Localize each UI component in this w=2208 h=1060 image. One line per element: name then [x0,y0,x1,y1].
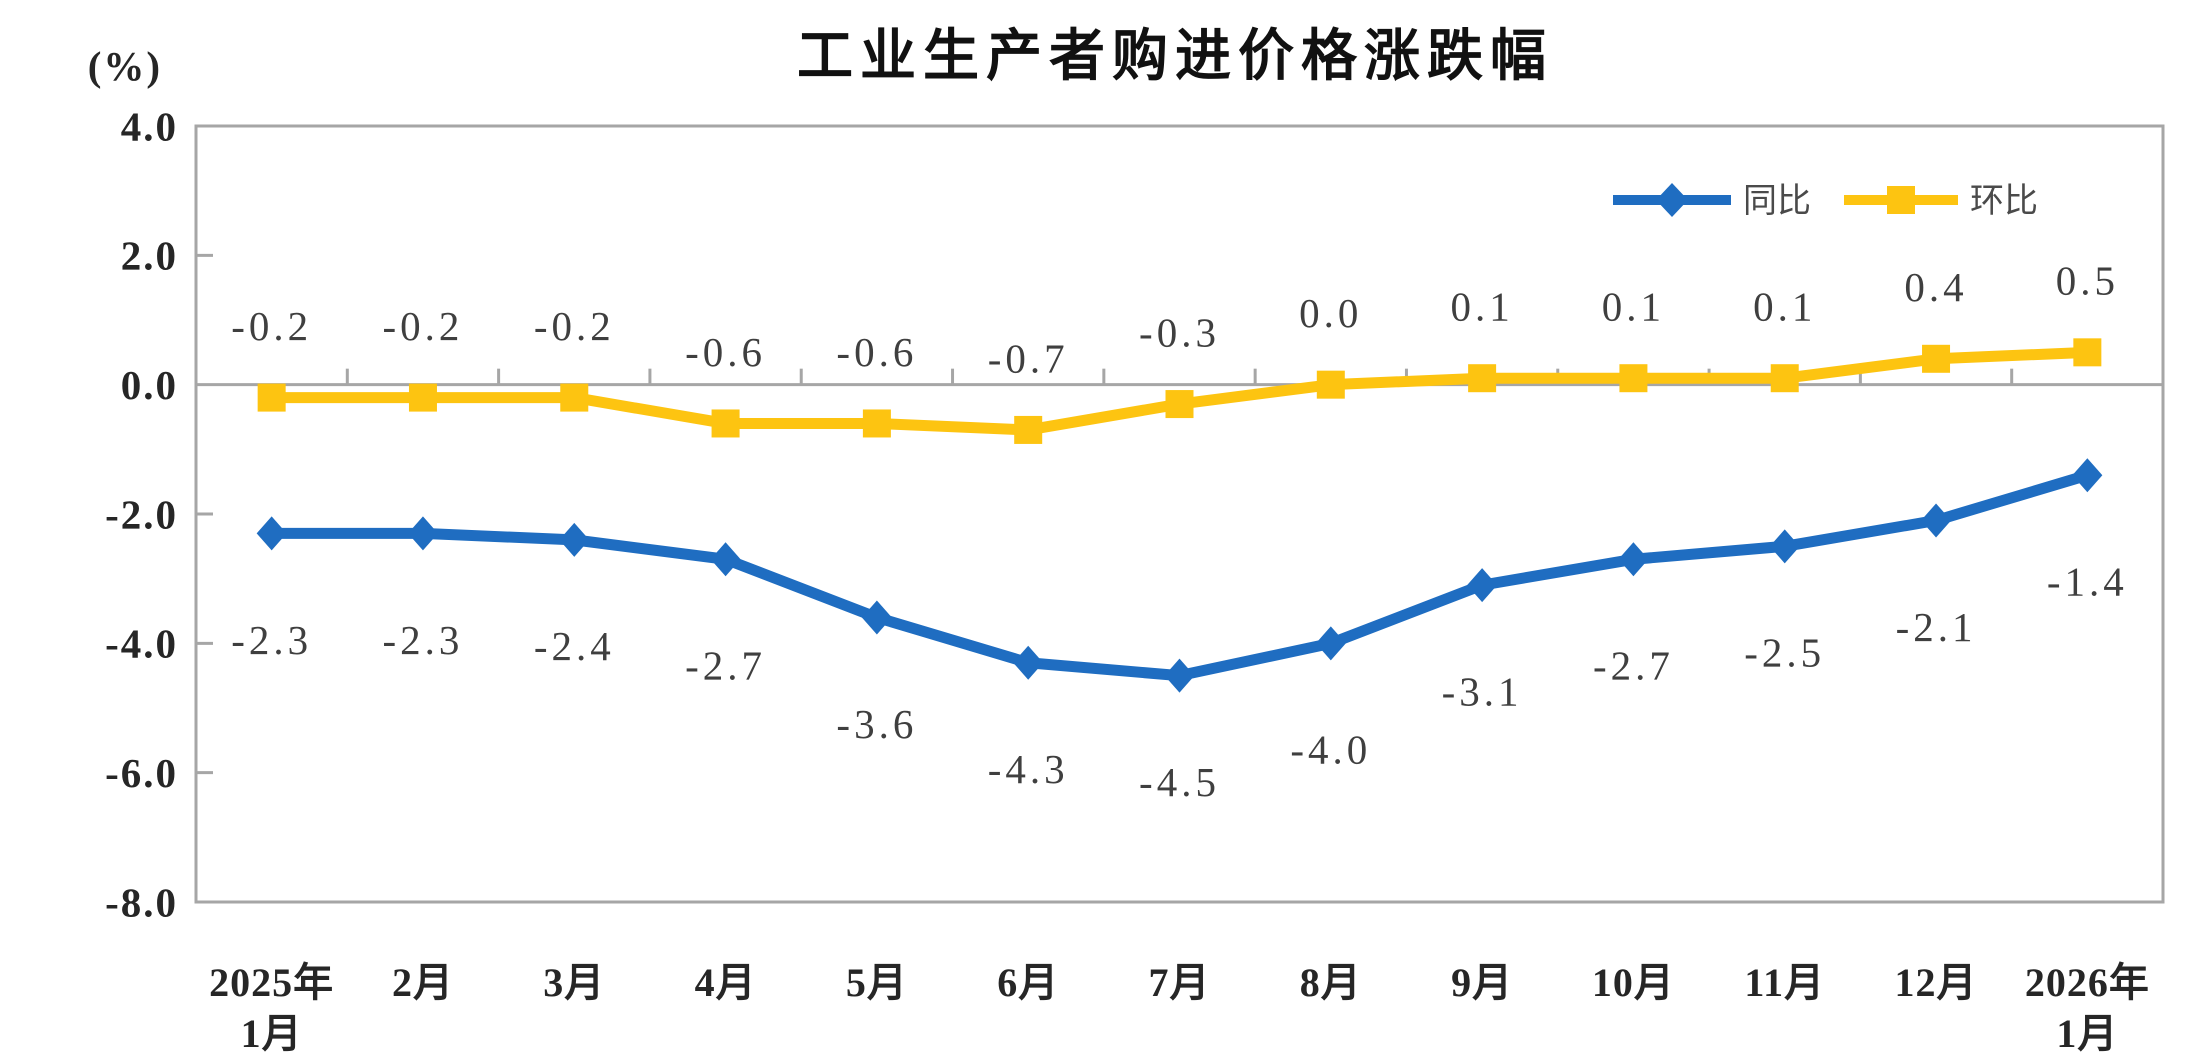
x-axis-label: 7月 [1149,960,1211,1005]
y-axis-label: -8.0 [105,879,178,925]
legend-item-tongbi: 同比 [1613,183,1811,220]
x-axis-label: 9月 [1451,960,1513,1005]
data-point-diamond [710,542,741,577]
data-point-label: -2.4 [534,623,615,669]
data-point-label: -0.2 [231,303,312,349]
data-point-square [1922,344,1951,373]
data-point-diamond [256,516,287,551]
data-point-diamond [559,522,590,557]
data-point-label: -2.1 [1896,604,1977,650]
series-tongbi: -2.3 -2.3 -2.4 -2.7 -3.6 -4.3 -4.5 -4.0 -3.1 -2.7… [231,458,2128,805]
y-axis-label: 4.0 [121,103,178,149]
x-axis-label: 4月 [695,960,757,1005]
data-point-label: -3.1 [1442,668,1523,714]
data-point-label: 0.1 [1602,284,1665,330]
series-plots: -2.3 -2.3 -2.4 -2.7 -3.6 -4.3 -4.5 -4.0 -3.1 -2.7… [231,258,2128,805]
data-point-diamond [1921,503,1952,538]
y-axis-label: 2.0 [121,233,178,279]
x-axis-label: 5月 [846,960,908,1005]
data-point-label: -2.7 [685,643,766,689]
chart-title: 工业生产者购进价格涨跌幅 [797,24,1553,89]
x-axis-label: 12月 [1895,960,1978,1005]
data-point-label: 0.5 [2056,258,2119,304]
axes: 4.0 2.0 0.0 -2.0 -4.0 -6.0 -8.0 2025年 1月 2月 3月 4月 5月… [105,103,2165,1056]
data-point-label: -4.3 [988,746,1069,792]
x-axis-label: 1月 [241,1011,303,1056]
x-axis-label: 6月 [997,960,1059,1005]
data-point-label: -3.6 [836,701,917,747]
data-point-diamond [1467,568,1498,603]
data-point-label: -0.3 [1139,309,1220,355]
series-huanbi: -0.2 -0.2 -0.2 -0.6 -0.6 -0.7 -0.3 0.0 0.1 0.1 0.1… [231,258,2119,444]
data-point-label: -2.3 [231,617,312,663]
data-point-diamond [1164,658,1195,693]
data-point-label: 0.1 [1450,284,1513,330]
data-point-square [408,383,437,412]
y-axis-label: -6.0 [105,750,178,796]
data-point-label: 0.0 [1299,290,1362,336]
legend-diamond-icon [1656,183,1688,217]
data-point-square [1316,370,1345,399]
legend-item-huanbi: 环比 [1844,183,2038,220]
legend-label-tongbi: 同比 [1743,183,1811,220]
x-axis-label: 2月 [392,960,454,1005]
data-point-diamond [407,516,438,551]
x-axis-label: 1月 [2056,1011,2118,1056]
y-axis-unit: (%) [88,43,162,89]
data-point-diamond [2072,458,2103,493]
data-point-square [257,383,286,412]
data-point-label: -2.3 [383,617,464,663]
data-point-label: -4.0 [1290,727,1371,773]
data-point-label: -0.7 [988,335,1069,381]
x-axis-label: 2026年 [2025,960,2150,1005]
legend-label-huanbi: 环比 [1970,183,2038,220]
data-point-square [711,409,740,438]
legend: 同比 环比 [1613,183,2038,220]
data-point-diamond [1618,542,1649,577]
x-axis-label: 3月 [543,960,605,1005]
data-point-square [1619,364,1648,393]
data-point-label: -2.7 [1593,643,1674,689]
data-point-square [1468,364,1497,393]
x-axis-label: 11月 [1744,960,1825,1005]
data-point-label: -0.6 [685,329,766,375]
data-point-label: -0.6 [836,329,917,375]
data-point-diamond [1013,645,1044,680]
y-axis-label: -2.0 [105,491,178,537]
x-axis-label: 10月 [1592,960,1675,1005]
data-point-label: -2.5 [1744,630,1825,676]
legend-square-icon [1887,186,1915,214]
data-point-label: -0.2 [383,303,464,349]
y-axis-label: -4.0 [105,621,178,667]
data-point-square [1165,390,1194,419]
data-point-diamond [1769,529,1800,564]
data-point-label: 0.1 [1753,284,1816,330]
data-point-square [1770,364,1799,393]
data-point-square [1014,415,1043,444]
data-point-label: -4.5 [1139,759,1220,805]
data-point-diamond [1315,626,1346,661]
y-axis-label: 0.0 [121,362,178,408]
data-point-square [862,409,891,438]
data-point-diamond [861,600,892,635]
x-axis-label: 2025年 [209,960,334,1005]
x-axis-label: 8月 [1300,960,1362,1005]
data-point-square [2073,338,2102,367]
data-point-square [560,383,589,412]
data-point-label: -1.4 [2047,559,2128,605]
data-point-label: 0.4 [1904,264,1967,310]
data-point-label: -0.2 [534,303,615,349]
